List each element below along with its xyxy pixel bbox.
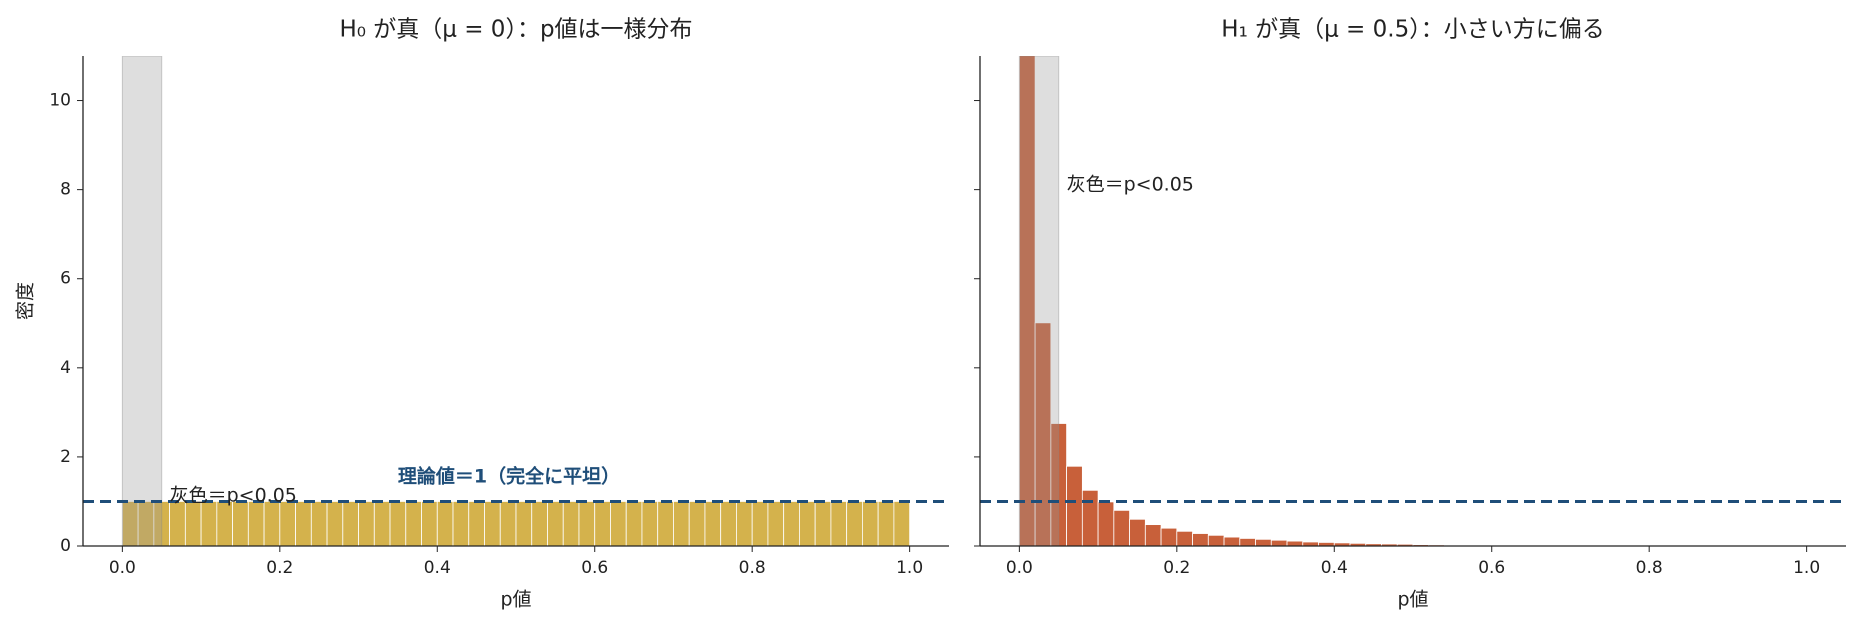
significance-span <box>121 56 163 546</box>
significance-span <box>1018 56 1060 546</box>
x-tick-label: 0.6 <box>581 558 608 578</box>
bar <box>484 501 501 546</box>
bar <box>1176 530 1193 546</box>
bar <box>405 501 422 546</box>
x-tick-label: 0.8 <box>739 558 766 578</box>
bar <box>1160 527 1178 546</box>
x-tick-label: 0.0 <box>109 558 136 578</box>
bar <box>373 501 391 546</box>
bar <box>326 501 344 546</box>
bar <box>263 501 281 546</box>
bar <box>184 501 202 546</box>
x-tick-label: 1.0 <box>1793 558 1820 578</box>
annotation: 灰色＝p<0.05 <box>1067 174 1194 196</box>
plot-area <box>1018 56 1650 546</box>
bar <box>452 501 470 546</box>
bar <box>720 501 737 546</box>
bar <box>310 501 328 546</box>
x-tick-label: 0.0 <box>1006 558 1033 578</box>
bar <box>421 501 438 546</box>
annotation: 灰色＝p<0.05 <box>170 485 297 507</box>
bar <box>767 501 785 546</box>
bar <box>673 501 690 546</box>
x-tick-label: 0.6 <box>1478 558 1505 578</box>
x-tick-label: 0.2 <box>1163 558 1190 578</box>
bar <box>200 501 218 546</box>
bar <box>216 501 233 546</box>
bar <box>342 501 359 546</box>
bar <box>1207 534 1225 546</box>
bar <box>814 501 832 546</box>
bar <box>389 501 407 546</box>
y-tick-label: 0 <box>60 536 71 556</box>
bar <box>862 501 879 546</box>
bar <box>578 501 596 546</box>
bar <box>562 501 580 546</box>
bar <box>1192 533 1209 546</box>
bar <box>704 501 722 546</box>
x-axis-label: p値 <box>1397 589 1428 611</box>
bar <box>169 501 186 546</box>
chart-title: H₁ が真（μ = 0.5）：小さい方に偏る <box>1221 17 1604 43</box>
bar <box>1144 524 1162 546</box>
bar <box>893 501 911 546</box>
y-tick-label: 4 <box>60 358 71 378</box>
bar <box>846 501 863 546</box>
x-tick-label: 0.4 <box>424 558 451 578</box>
y-tick-label: 2 <box>60 447 71 467</box>
x-tick-label: 0.4 <box>1321 558 1348 578</box>
x-axis-label: p値 <box>500 589 531 611</box>
bar <box>688 501 706 546</box>
bar <box>531 501 548 546</box>
bar <box>657 501 674 546</box>
bar <box>1239 538 1256 546</box>
bar <box>295 501 312 546</box>
bar <box>830 501 848 546</box>
bar <box>783 501 800 546</box>
bar <box>1081 489 1099 546</box>
bar <box>594 501 611 546</box>
bar <box>1066 465 1083 546</box>
bar <box>610 501 627 546</box>
bar <box>799 501 816 546</box>
bar <box>1255 538 1272 546</box>
plot-area <box>121 56 911 546</box>
bar <box>279 501 296 546</box>
x-tick-label: 0.2 <box>266 558 293 578</box>
y-axis-label: 密度 <box>15 282 37 320</box>
bar <box>1018 56 1036 546</box>
bar <box>751 501 769 546</box>
bar <box>1286 540 1304 546</box>
bar <box>1223 536 1241 546</box>
bar <box>736 501 753 546</box>
bar <box>625 501 643 546</box>
bar <box>436 501 454 546</box>
bar <box>515 501 533 546</box>
bar <box>499 501 517 546</box>
bar <box>1097 501 1115 546</box>
bar <box>1129 518 1146 546</box>
bar <box>877 501 895 546</box>
bar <box>247 501 265 546</box>
x-tick-label: 1.0 <box>896 558 923 578</box>
x-tick-label: 0.8 <box>1636 558 1663 578</box>
bar <box>641 501 659 546</box>
bar <box>1270 539 1288 546</box>
bar <box>1113 509 1130 546</box>
y-tick-label: 6 <box>60 269 71 289</box>
y-tick-label: 8 <box>60 180 71 200</box>
y-tick-label: 10 <box>49 91 71 111</box>
bar <box>358 501 375 546</box>
chart-title: H₀ が真（μ = 0）：p値は一様分布 <box>339 17 692 43</box>
bar <box>468 501 485 546</box>
bar <box>547 501 564 546</box>
bar <box>232 501 249 546</box>
annotation: 理論値＝1（完全に平坦） <box>398 464 620 487</box>
